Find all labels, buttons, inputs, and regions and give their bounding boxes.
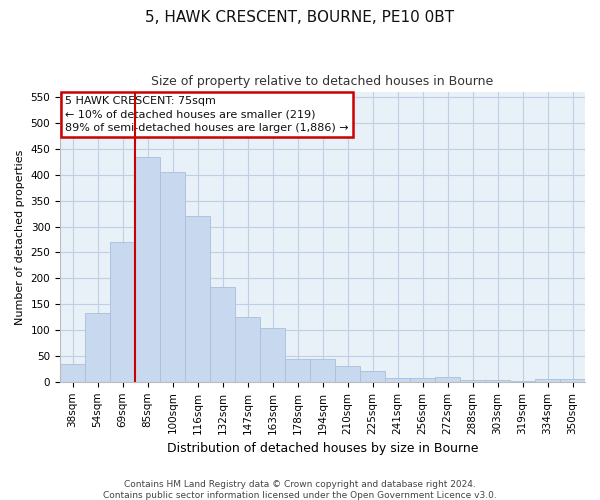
Text: 5, HAWK CRESCENT, BOURNE, PE10 0BT: 5, HAWK CRESCENT, BOURNE, PE10 0BT — [145, 10, 455, 25]
Bar — [360, 372, 385, 382]
Bar — [385, 378, 410, 382]
Bar — [485, 380, 510, 382]
Bar — [135, 156, 160, 382]
Bar — [60, 364, 85, 382]
Bar — [335, 366, 360, 382]
Bar — [210, 287, 235, 382]
Text: 5 HAWK CRESCENT: 75sqm
← 10% of detached houses are smaller (219)
89% of semi-de: 5 HAWK CRESCENT: 75sqm ← 10% of detached… — [65, 96, 349, 132]
Bar — [110, 242, 135, 382]
Bar — [410, 378, 435, 382]
Bar — [160, 172, 185, 382]
Bar — [185, 216, 210, 382]
Bar — [460, 380, 485, 382]
Bar — [535, 379, 560, 382]
Text: Contains HM Land Registry data © Crown copyright and database right 2024.
Contai: Contains HM Land Registry data © Crown c… — [103, 480, 497, 500]
Bar — [260, 328, 285, 382]
X-axis label: Distribution of detached houses by size in Bourne: Distribution of detached houses by size … — [167, 442, 478, 455]
Bar — [85, 313, 110, 382]
Bar — [560, 379, 585, 382]
Bar — [235, 317, 260, 382]
Bar — [285, 358, 310, 382]
Bar — [435, 377, 460, 382]
Title: Size of property relative to detached houses in Bourne: Size of property relative to detached ho… — [151, 75, 494, 88]
Bar — [310, 358, 335, 382]
Y-axis label: Number of detached properties: Number of detached properties — [15, 149, 25, 324]
